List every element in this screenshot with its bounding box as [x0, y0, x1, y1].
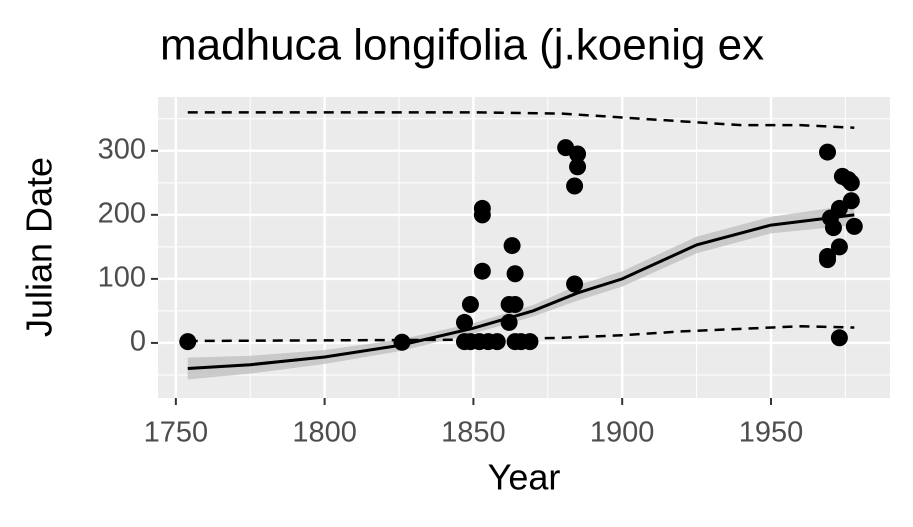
point: [488, 333, 506, 351]
point: [500, 313, 518, 331]
point: [569, 158, 587, 176]
panel: [158, 97, 890, 398]
y-tick-label: 200: [98, 197, 146, 229]
point: [521, 333, 539, 351]
point: [842, 174, 860, 192]
quantile-line: [187, 325, 855, 343]
quantile-line: [187, 111, 855, 129]
point: [842, 192, 860, 210]
point: [830, 329, 848, 347]
point: [455, 313, 473, 331]
y-axis-title: Julian Date: [19, 157, 60, 337]
point: [179, 333, 197, 351]
point: [845, 217, 863, 235]
x-tick-label: 1900: [590, 417, 655, 449]
x-axis-title: Year: [488, 457, 561, 498]
chart-title: madhuca longifolia (j.koenig ex: [160, 21, 764, 70]
point: [819, 143, 837, 161]
x-tick-label: 1800: [292, 417, 357, 449]
point: [473, 206, 491, 224]
x-tick-label: 1850: [441, 417, 506, 449]
point: [506, 265, 524, 283]
point: [473, 262, 491, 280]
point: [824, 219, 842, 237]
y-tick-label: 0: [130, 326, 146, 358]
point: [830, 238, 848, 256]
y-tick-label: 100: [98, 262, 146, 294]
point: [566, 177, 584, 195]
point: [569, 145, 587, 163]
x-tick-label: 1950: [739, 417, 804, 449]
point: [503, 237, 521, 255]
y-tick-label: 300: [98, 133, 146, 165]
point: [506, 295, 524, 313]
x-tick-label: 1750: [144, 417, 209, 449]
point: [566, 275, 584, 293]
point: [461, 295, 479, 313]
smooth-line: [187, 213, 855, 371]
point: [819, 251, 837, 269]
point: [393, 333, 411, 351]
